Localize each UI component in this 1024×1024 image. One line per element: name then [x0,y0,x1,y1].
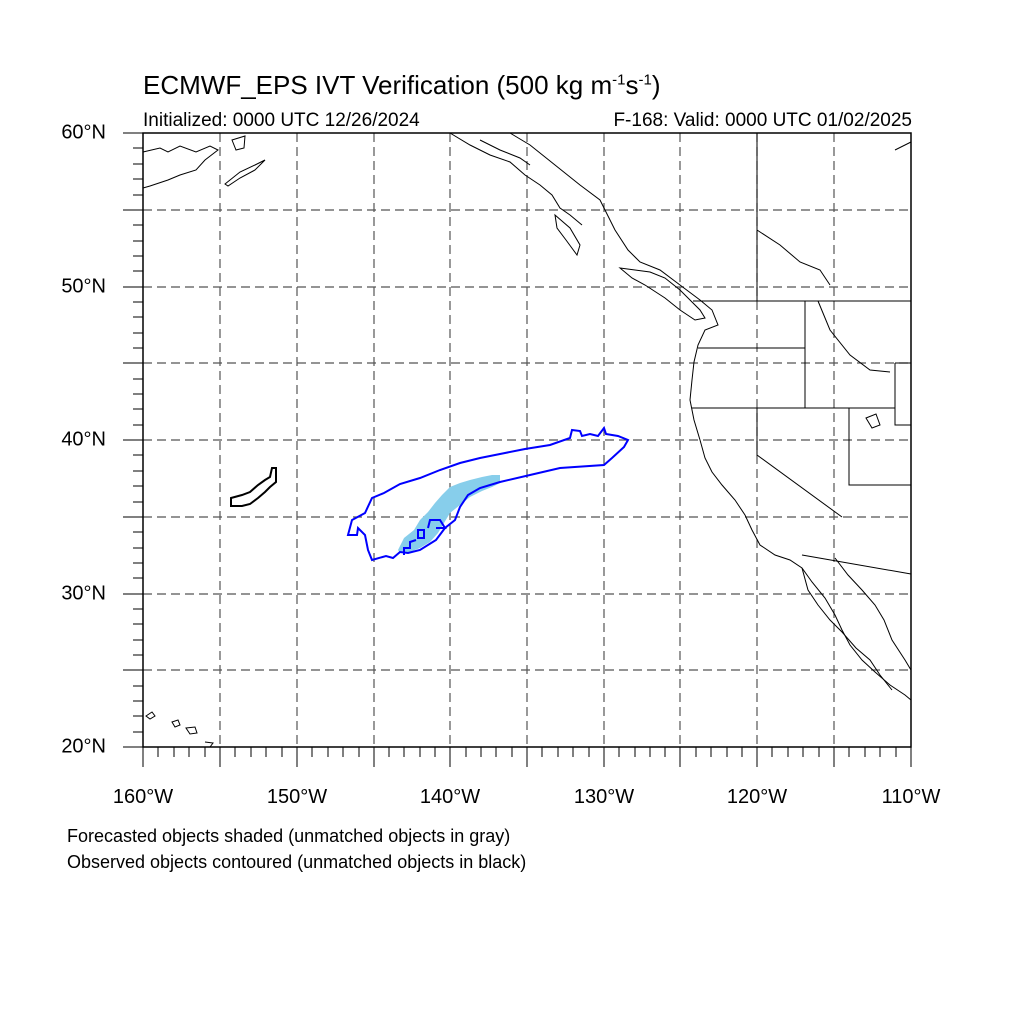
map-title: ECMWF_EPS IVT Verification (500 kg m-1s-… [143,70,661,100]
lon-label-130w: 130°W [573,786,635,808]
lon-label-110w: 110°W [881,786,941,808]
lat-label-20n: 20°N [61,735,106,758]
lon-label-140w: 140°W [419,786,481,808]
lat-label-40n: 40°N [61,428,106,451]
valid-time-label: F-168: Valid: 0000 UTC 01/02/2025 [613,110,912,131]
grid-lines [143,133,911,747]
observed-object-unmatched [230,467,277,507]
lon-label-120w: 120°W [726,786,788,808]
lat-label-30n: 30°N [61,582,106,605]
caption-observed: Observed objects contoured (unmatched ob… [67,852,527,872]
tick-marks [123,132,912,767]
lat-label-50n: 50°N [61,275,106,298]
lon-label-160w: 160°W [112,786,174,808]
caption-forecast: Forecasted objects shaded (unmatched obj… [67,826,511,846]
initialized-label: Initialized: 0000 UTC 12/26/2024 [143,110,420,131]
lat-label-60n: 60°N [61,121,106,144]
lon-label-150w: 150°W [266,786,328,808]
coastlines [142,132,912,748]
observed-object-matched [346,425,630,562]
